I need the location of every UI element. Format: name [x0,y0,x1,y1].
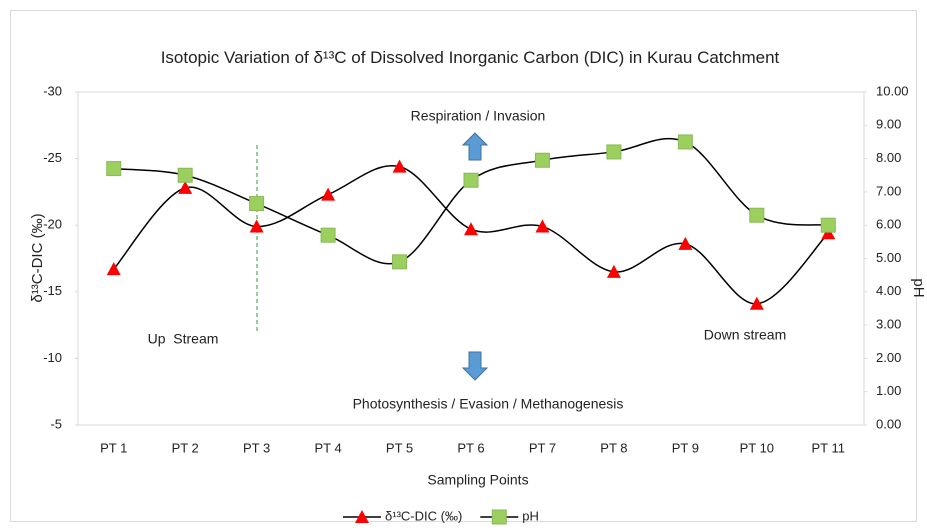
point [464,222,478,236]
y2-tick-label: 3.00 [876,317,901,332]
chart-title: Isotopic Variation of δ¹³C of Dissolved … [160,48,780,67]
chart-border [10,10,917,522]
y2-tick-label: 0.00 [876,416,901,431]
x-tick-label: PT 5 [386,440,413,455]
y-tick-label: -5 [50,416,62,431]
point [678,236,693,250]
y2-tick-label: 5.00 [876,250,901,265]
point [749,296,764,310]
up-arrow [461,132,489,161]
y2-tick-label: 9.00 [876,117,901,132]
x-tick-label: PT 9 [672,440,699,455]
point [321,187,336,201]
x-axis-title: Sampling Points [427,472,528,488]
point [392,159,407,173]
point [320,227,336,243]
point [677,134,693,150]
point [106,262,121,276]
point [106,161,122,177]
x-tick-label: PT 1 [100,440,127,455]
x-tick-label: PT 2 [172,440,199,455]
y2-tick-label: 10.00 [876,83,909,98]
point [606,144,622,160]
y-tick-label: -20 [43,217,62,232]
point [178,180,193,194]
point [535,219,550,233]
point [534,152,550,168]
point [392,254,408,270]
y2-tick-label: 6.00 [876,217,901,232]
y2-tick-label: 2.00 [876,350,901,365]
y-tick-label: -25 [43,150,62,165]
legend-marker [355,510,369,523]
y2-tick-label: 4.00 [876,283,901,298]
legend-label: δ¹³C-DIC (‰) [385,508,462,523]
y2-tick-label: 7.00 [876,183,901,198]
annotation: Photosynthesis / Evasion / Methanogenesi… [353,396,624,412]
x-tick-label: PT 11 [812,440,845,455]
annotation: Up Stream [148,331,219,347]
point [606,264,621,278]
legend-label: pH [522,508,539,523]
y-tick-label: -15 [43,283,62,298]
x-tick-label: PT 4 [314,440,341,455]
annotation: Down stream [704,327,786,343]
y2-tick-label: 1.00 [876,383,901,398]
point [249,196,265,212]
y-tick-label: -10 [43,350,62,365]
x-tick-label: PT 3 [243,440,270,455]
x-tick-label: PT 10 [740,440,774,455]
point [463,172,479,188]
y2-tick-label: 8.00 [876,150,901,165]
y-axis-title: δ¹³C-DIC (‰) [29,213,46,302]
down-arrow [461,351,489,381]
point [177,167,193,183]
point [249,219,264,233]
point [749,207,765,223]
legend-marker [491,509,507,525]
y2-axis-title: pH [910,278,927,297]
x-tick-label: PT 6 [457,440,484,455]
point [820,217,836,233]
x-tick-label: PT 8 [600,440,627,455]
y-tick-label: -30 [43,83,62,98]
x-tick-label: PT 7 [529,440,556,455]
annotation: Respiration / Invasion [411,108,546,124]
